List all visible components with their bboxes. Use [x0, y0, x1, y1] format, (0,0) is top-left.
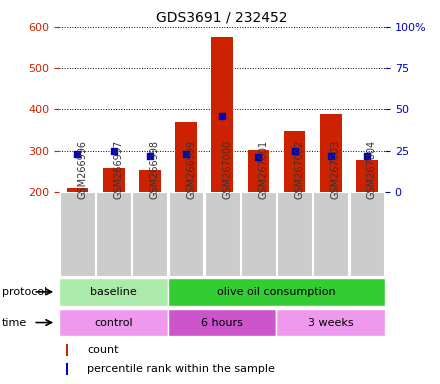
Bar [248, 150, 269, 192]
Text: GSM267001: GSM267001 [258, 140, 268, 199]
Bar [60, 192, 95, 276]
Bar [284, 131, 305, 192]
Bar [66, 363, 68, 375]
Bar [175, 122, 197, 192]
Bar [103, 168, 125, 192]
Point [219, 113, 226, 119]
Bar [59, 309, 168, 336]
Text: GSM266997: GSM266997 [114, 140, 124, 199]
Bar [277, 192, 312, 276]
Point [255, 154, 262, 161]
Text: GSM267002: GSM267002 [294, 139, 304, 199]
Bar [66, 188, 88, 192]
Text: GSM266996: GSM266996 [77, 140, 88, 199]
Text: GSM266998: GSM266998 [150, 140, 160, 199]
Bar [168, 278, 385, 306]
Text: percentile rank within the sample: percentile rank within the sample [87, 364, 275, 374]
Bar [59, 278, 168, 306]
Text: GSM267003: GSM267003 [331, 140, 341, 199]
Bar [349, 192, 384, 276]
Text: olive oil consumption: olive oil consumption [217, 287, 336, 297]
Bar [132, 192, 167, 276]
Bar [66, 344, 68, 356]
Text: GSM266999: GSM266999 [186, 140, 196, 199]
Text: baseline: baseline [90, 287, 137, 297]
Point [327, 152, 334, 159]
Bar [211, 37, 233, 192]
Bar [169, 192, 203, 276]
Point [183, 151, 190, 157]
Text: GSM267004: GSM267004 [367, 140, 377, 199]
Text: 3 weeks: 3 weeks [308, 318, 354, 328]
Text: time: time [2, 318, 27, 328]
Bar [276, 309, 385, 336]
Bar [205, 192, 239, 276]
Bar [241, 192, 276, 276]
Point [110, 147, 117, 154]
Bar [96, 192, 131, 276]
Text: 6 hours: 6 hours [201, 318, 243, 328]
Bar [356, 160, 378, 192]
Text: control: control [94, 318, 133, 328]
Point [147, 152, 154, 159]
Point [363, 152, 370, 159]
Bar [320, 114, 341, 192]
Bar [168, 309, 276, 336]
Bar [313, 192, 348, 276]
Text: count: count [87, 345, 118, 355]
Text: protocol: protocol [2, 287, 48, 297]
Point [74, 151, 81, 157]
Text: GSM267000: GSM267000 [222, 140, 232, 199]
Title: GDS3691 / 232452: GDS3691 / 232452 [157, 10, 288, 24]
Bar [139, 170, 161, 192]
Point [291, 147, 298, 154]
